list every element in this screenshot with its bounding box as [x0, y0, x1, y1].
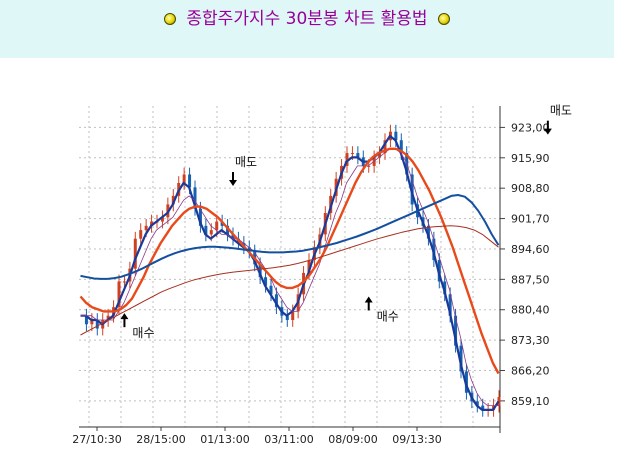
- candle-body: [117, 281, 121, 308]
- candle-body: [122, 281, 126, 283]
- moving-average-line: [80, 194, 500, 280]
- candle-body: [133, 238, 137, 269]
- page-title-row: 종합주가지수 30분봉 차트 활용법: [0, 4, 614, 29]
- candle-body: [90, 320, 94, 325]
- bullet-right-icon: [437, 13, 450, 25]
- moving-average-line: [80, 225, 499, 336]
- candle-body: [448, 294, 452, 316]
- sell-arrow-head: [543, 128, 552, 135]
- candle-body: [307, 260, 311, 273]
- candle-body: [188, 174, 192, 188]
- buy-arrow-head: [120, 313, 129, 320]
- sell-label: 매도: [235, 155, 257, 169]
- y-tick-label: 887,50: [511, 273, 550, 286]
- candle-body: [95, 320, 99, 329]
- candle-body: [378, 153, 382, 158]
- x-tick-label: 03/11:00: [264, 433, 313, 446]
- x-tick-label: 01/13:00: [200, 433, 249, 446]
- candle-body: [209, 230, 213, 235]
- candle-body: [264, 277, 268, 286]
- candle-body: [106, 315, 110, 320]
- candle-body: [454, 315, 458, 346]
- x-tick-label: 27/10:30: [72, 433, 121, 446]
- candle-body: [481, 405, 485, 410]
- candle-body: [215, 221, 219, 231]
- y-tick-label: 873,30: [511, 334, 550, 347]
- buy-label: 매수: [377, 309, 399, 323]
- candle-body: [226, 225, 230, 235]
- candle-body: [350, 153, 354, 155]
- candle-body: [150, 221, 154, 226]
- candle-body: [459, 345, 463, 372]
- x-tick-label: 09/13:30: [392, 433, 441, 446]
- candle-body: [497, 397, 501, 406]
- y-tick-label: 894,60: [511, 243, 550, 256]
- candle-body: [193, 187, 197, 209]
- candle-body: [345, 153, 349, 166]
- candle-body: [356, 153, 360, 158]
- candle-body: [171, 195, 175, 205]
- buy-label: 매수: [132, 326, 154, 340]
- buy-arrow-head: [364, 296, 373, 303]
- candle-body: [367, 165, 371, 167]
- candle-body: [443, 281, 447, 295]
- candle-body: [426, 225, 430, 239]
- bullet-left-icon: [164, 13, 177, 25]
- moving-average-line: [79, 147, 500, 375]
- candle-body: [84, 315, 88, 325]
- sell-label: 매도: [550, 104, 572, 118]
- candle-body: [383, 140, 387, 154]
- candle-body: [258, 264, 262, 278]
- candle-body: [291, 311, 295, 320]
- candle-body: [231, 234, 235, 239]
- y-tick-label: 880,40: [511, 304, 550, 317]
- y-tick-label: 908,80: [511, 182, 550, 195]
- candle-body: [274, 294, 278, 308]
- x-tick-label: 28/15:00: [136, 433, 185, 446]
- candle-body: [475, 401, 479, 406]
- y-tick-label: 866,20: [511, 365, 550, 378]
- candle-body: [204, 225, 208, 235]
- candle-body: [285, 315, 289, 320]
- moving-average-line: [80, 148, 499, 407]
- candle-body: [182, 174, 186, 184]
- x-tick-label: 08/09:00: [328, 433, 377, 446]
- header-banner: [0, 0, 614, 58]
- y-tick-label: 915,90: [511, 152, 550, 165]
- candle-body: [269, 285, 273, 295]
- moving-average-line: [80, 134, 500, 411]
- page-title: 종합주가지수 30분봉 차트 활용법: [186, 9, 428, 29]
- candle-body: [144, 225, 148, 231]
- candle-body: [394, 131, 398, 141]
- y-tick-label: 859,10: [511, 395, 550, 408]
- y-tick-label: 901,70: [511, 213, 550, 226]
- y-tick-label: 923,00: [511, 121, 550, 134]
- sell-arrow-head: [229, 180, 237, 187]
- candle-body: [399, 140, 403, 154]
- candle-body: [139, 230, 143, 239]
- candle-body: [160, 217, 164, 222]
- candle-body: [198, 208, 202, 226]
